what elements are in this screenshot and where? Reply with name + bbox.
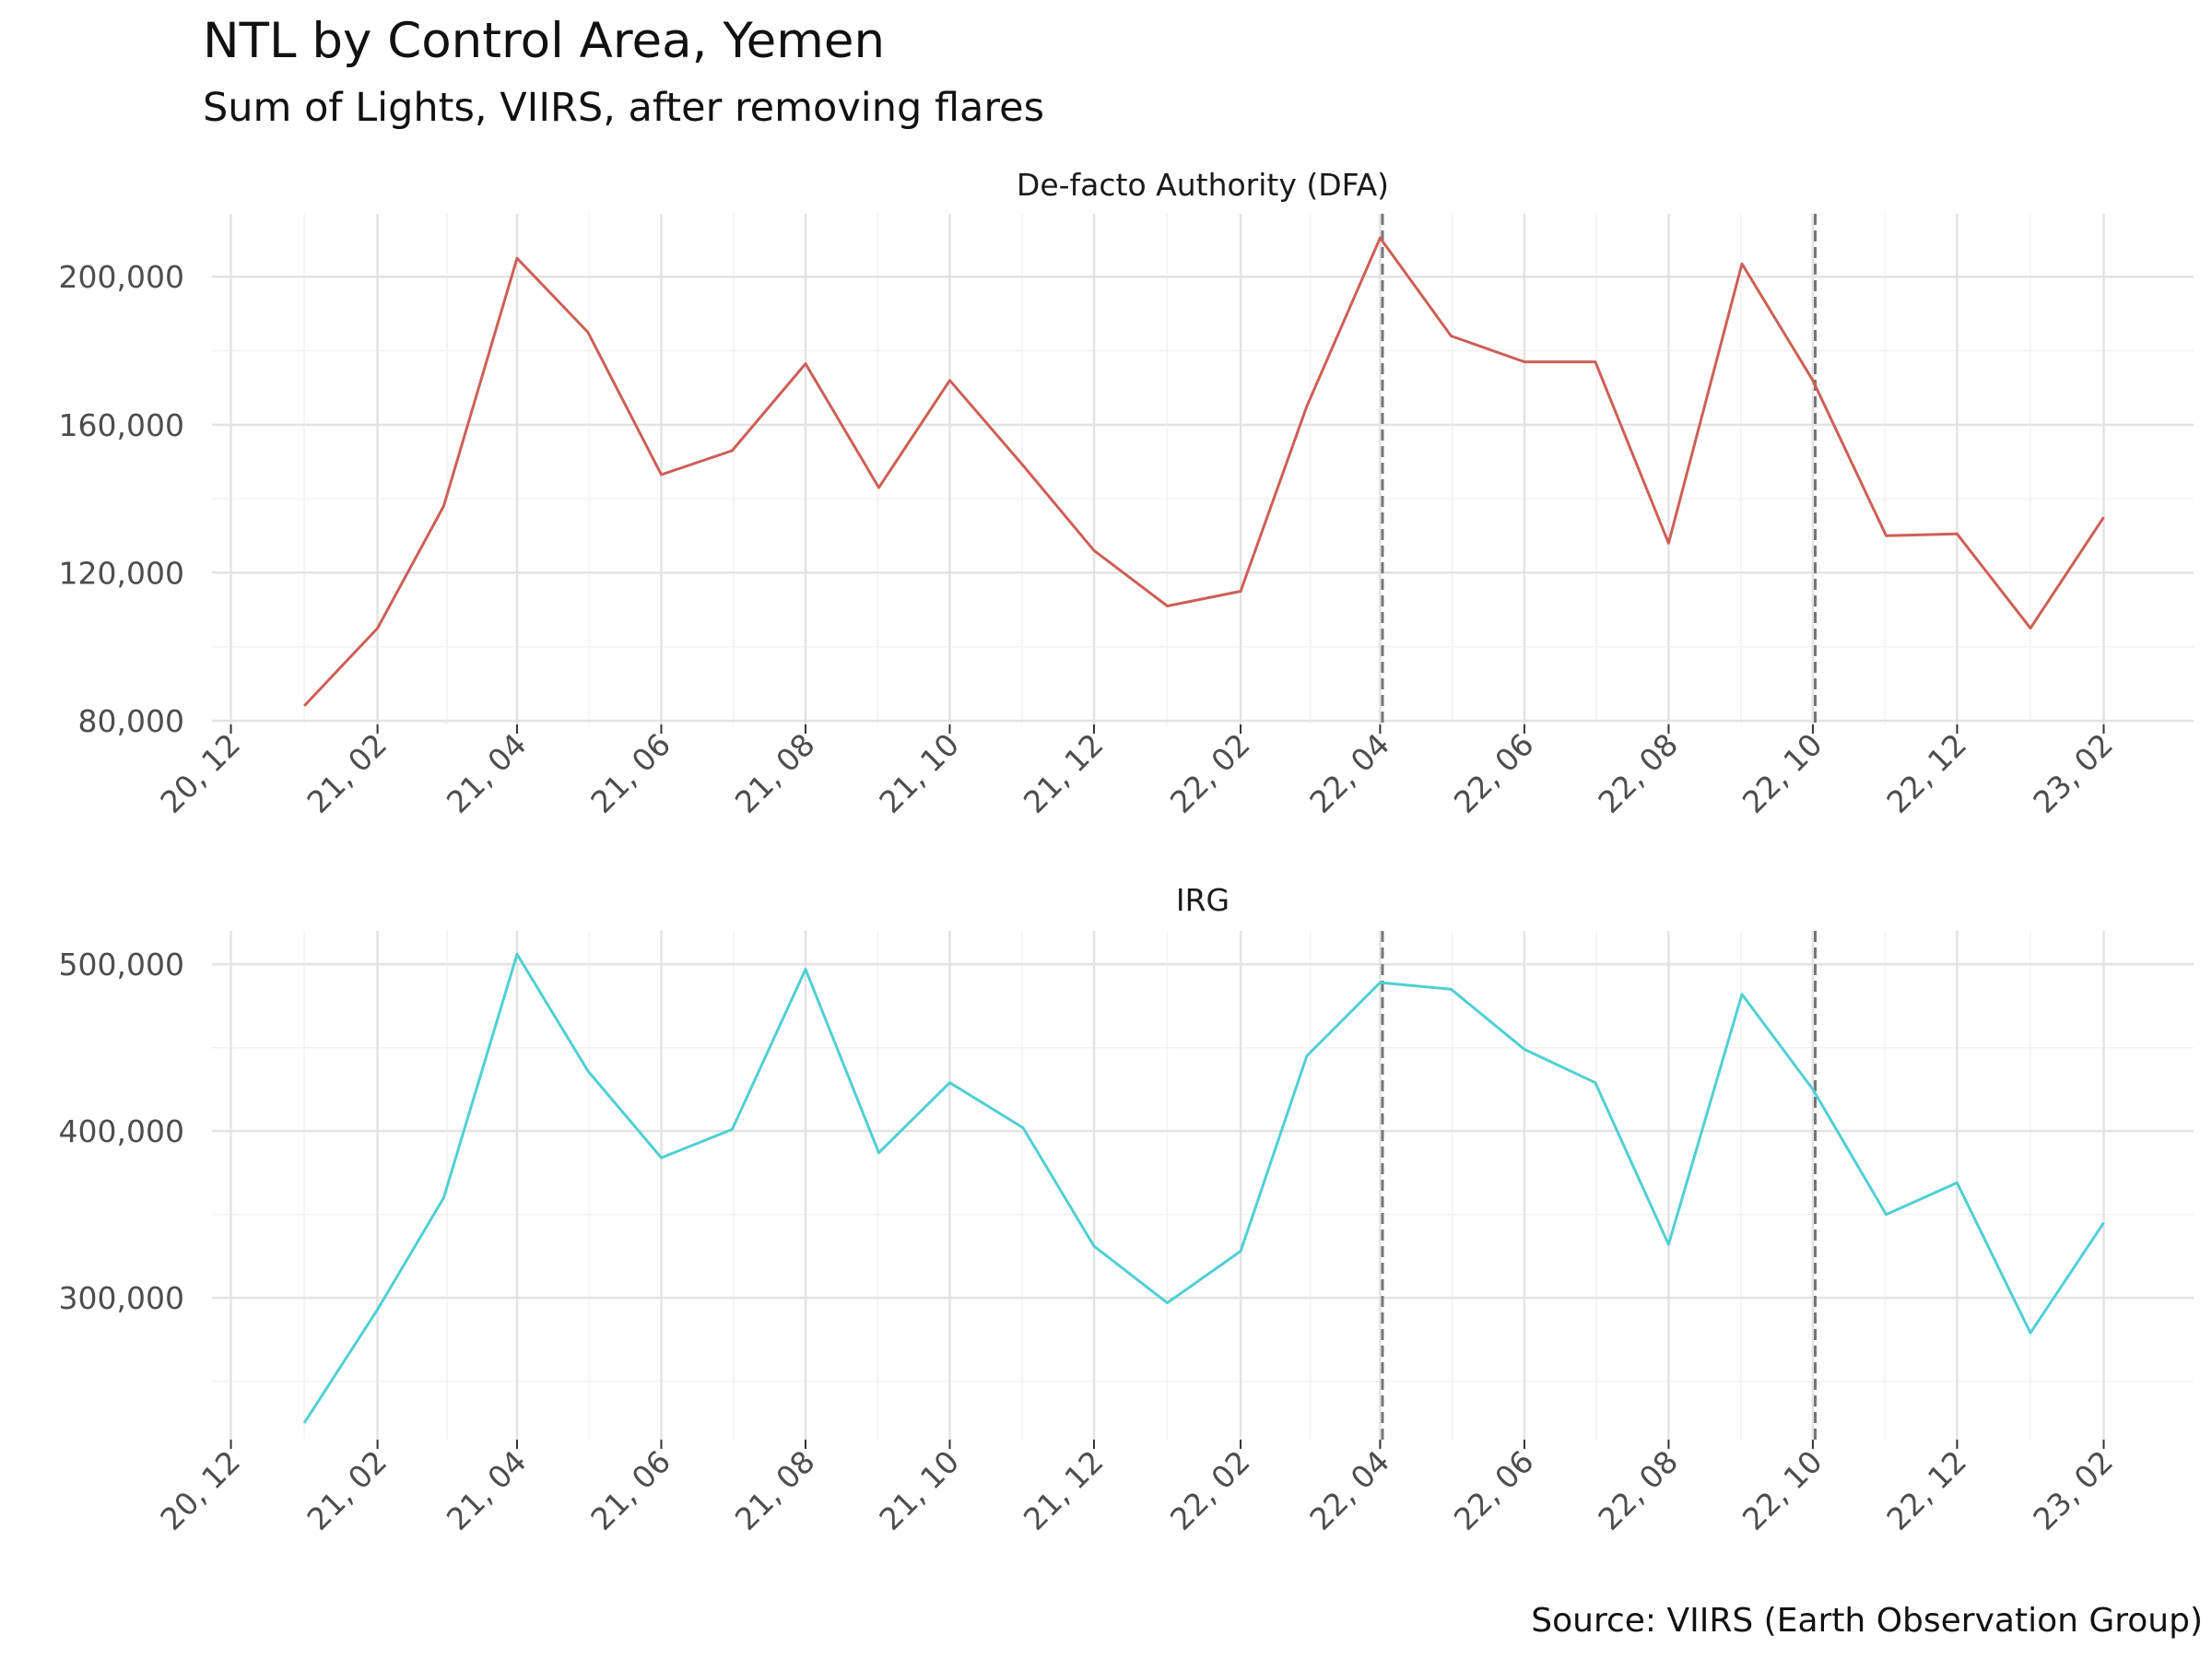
x-tick-label: 23, 02	[2026, 726, 2120, 820]
y-tick-label: 400,000	[59, 1113, 184, 1149]
x-tick-label: 22, 08	[1591, 1443, 1685, 1537]
x-tick-label: 22, 02	[1163, 1443, 1257, 1537]
x-tick-label: 21, 08	[728, 726, 822, 820]
x-tick-label: 21, 06	[583, 726, 677, 820]
y-tick-label: 120,000	[59, 555, 184, 591]
y-tick-label: 300,000	[59, 1280, 184, 1316]
x-tick-label: 21, 10	[872, 726, 966, 820]
chart-subtitle: Sum of Lights, VIIRS, after removing fla…	[203, 85, 1044, 131]
x-tick-label: 22, 12	[1879, 726, 1973, 820]
x-tick-label: 20, 12	[153, 726, 247, 820]
x-tick-label: 21, 02	[300, 726, 394, 820]
series-line	[303, 236, 2105, 707]
x-tick-label: 21, 06	[583, 1443, 677, 1537]
x-tick-label: 22, 04	[1302, 1443, 1396, 1537]
source-note: Source: VIIRS (Earth Observation Group)	[1531, 1602, 2203, 1640]
x-tick-label: 22, 06	[1447, 726, 1541, 820]
x-tick-label: 22, 10	[1735, 1443, 1830, 1537]
x-tick-label: 21, 10	[872, 1443, 966, 1537]
x-tick-label: 21, 04	[440, 1443, 534, 1537]
x-tick-label: 22, 12	[1879, 1443, 1973, 1537]
x-tick-label: 22, 06	[1447, 1443, 1541, 1537]
x-tick-label: 21, 04	[440, 726, 534, 820]
y-tick-label: 500,000	[59, 947, 184, 982]
x-tick-label: 22, 08	[1591, 726, 1685, 820]
x-tick-label: 21, 02	[300, 1443, 394, 1537]
x-tick-label: 21, 12	[1017, 1443, 1111, 1537]
x-tick-label: 22, 10	[1735, 726, 1830, 820]
series-line	[302, 952, 2105, 1424]
x-tick-label: 23, 02	[2026, 1443, 2120, 1537]
x-tick-label: 20, 12	[153, 1443, 247, 1537]
y-tick-label: 200,000	[59, 259, 184, 295]
x-tick-label: 21, 12	[1017, 726, 1111, 820]
x-tick-label: 21, 08	[728, 1443, 822, 1537]
x-tick-label: 22, 02	[1163, 726, 1257, 820]
y-tick-label: 160,000	[59, 407, 184, 443]
y-tick-label: 80,000	[78, 703, 184, 739]
chart-title: NTL by Control Area, Yemen	[203, 13, 886, 69]
x-tick-label: 22, 04	[1302, 726, 1396, 820]
panel-title: De-facto Authority (DFA)	[1017, 167, 1389, 203]
panel-title: IRG	[1176, 882, 1230, 918]
